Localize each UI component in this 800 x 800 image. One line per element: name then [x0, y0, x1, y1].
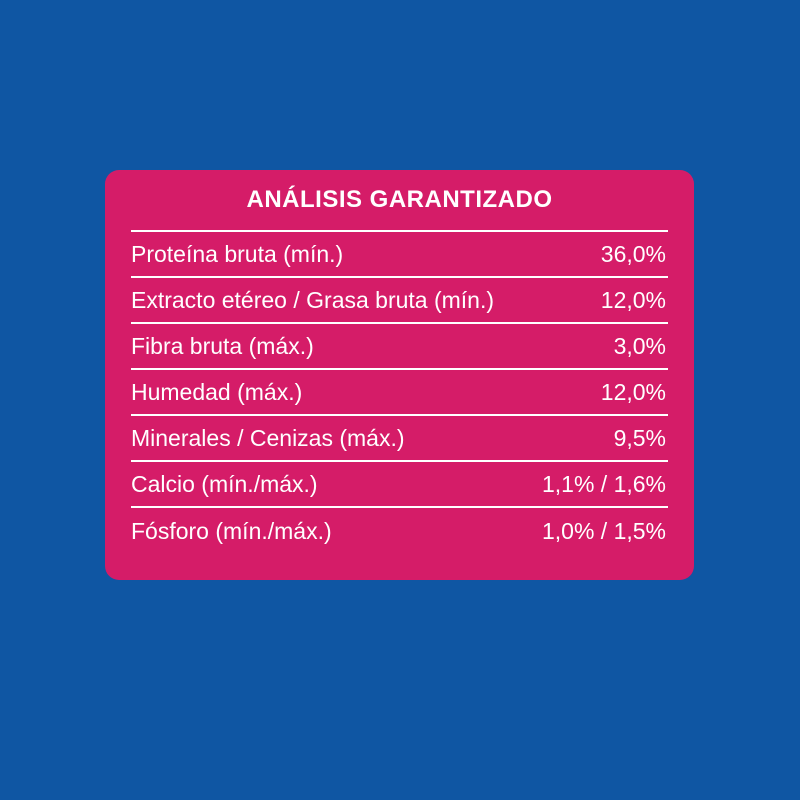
- row-value: 12,0%: [600, 286, 666, 313]
- table-row: Humedad (máx.) 12,0%: [131, 370, 668, 416]
- analysis-table: Proteína bruta (mín.) 36,0% Extracto eté…: [131, 230, 668, 554]
- table-row: Extracto etéreo / Grasa bruta (mín.) 12,…: [131, 278, 668, 324]
- row-label: Minerales / Cenizas (máx.): [131, 424, 405, 451]
- row-value: 9,5%: [613, 424, 666, 451]
- row-label: Proteína bruta (mín.): [131, 240, 344, 267]
- row-value: 3,0%: [613, 332, 666, 359]
- row-label: Humedad (máx.): [131, 378, 303, 405]
- table-row: Calcio (mín./máx.) 1,1% / 1,6%: [131, 462, 668, 508]
- row-label: Fósforo (mín./máx.): [131, 517, 332, 544]
- table-row: Fibra bruta (máx.) 3,0%: [131, 324, 668, 370]
- row-value: 36,0%: [600, 240, 666, 267]
- row-value: 1,0% / 1,5%: [541, 517, 666, 544]
- guaranteed-analysis-panel: ANÁLISIS GARANTIZADO Proteína bruta (mín…: [105, 170, 694, 580]
- row-value: 12,0%: [600, 378, 666, 405]
- panel-title: ANÁLISIS GARANTIZADO: [246, 186, 553, 213]
- row-value: 1,1% / 1,6%: [541, 470, 666, 497]
- row-label: Extracto etéreo / Grasa bruta (mín.): [131, 286, 495, 313]
- row-label: Calcio (mín./máx.): [131, 470, 318, 497]
- table-row: Proteína bruta (mín.) 36,0%: [131, 232, 668, 278]
- table-row: Minerales / Cenizas (máx.) 9,5%: [131, 416, 668, 462]
- row-label: Fibra bruta (máx.): [131, 332, 314, 359]
- table-row: Fósforo (mín./máx.) 1,0% / 1,5%: [131, 508, 668, 554]
